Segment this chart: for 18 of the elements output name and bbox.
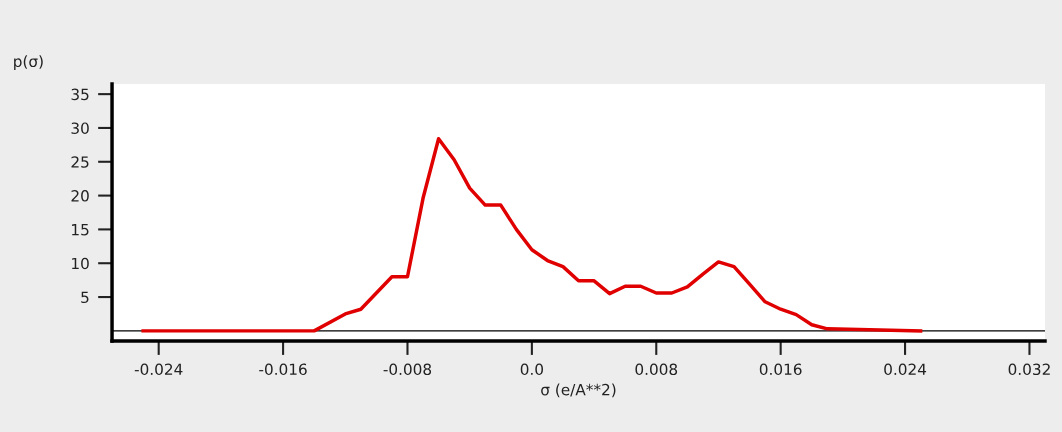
line-series — [141, 137, 923, 333]
x-tick-label: -0.024 — [134, 363, 183, 376]
x-tick-label: 0.024 — [884, 363, 927, 376]
x-tick-label: -0.016 — [259, 363, 307, 376]
x-tick-label: -0.008 — [383, 363, 432, 376]
y-tick-label: 10 — [72, 257, 89, 270]
x-tick-label: 0.008 — [635, 363, 678, 376]
x-tick-label: 0.0 — [520, 363, 544, 376]
y-tick-label: 25 — [71, 156, 89, 168]
x-tick-label: 0.032 — [1008, 363, 1050, 376]
x-tick-label: 0.016 — [759, 363, 802, 376]
x-axis-title: σ (e/A**2) — [541, 383, 616, 398]
y-tick-label: 35 — [71, 88, 89, 101]
y-tick-label: 30 — [71, 122, 89, 134]
y-tick-label: 5 — [81, 291, 89, 304]
y-tick-label: 20 — [71, 190, 89, 202]
y-axis-title: p(σ) — [14, 55, 43, 71]
y-tick-label: 15 — [72, 224, 89, 236]
